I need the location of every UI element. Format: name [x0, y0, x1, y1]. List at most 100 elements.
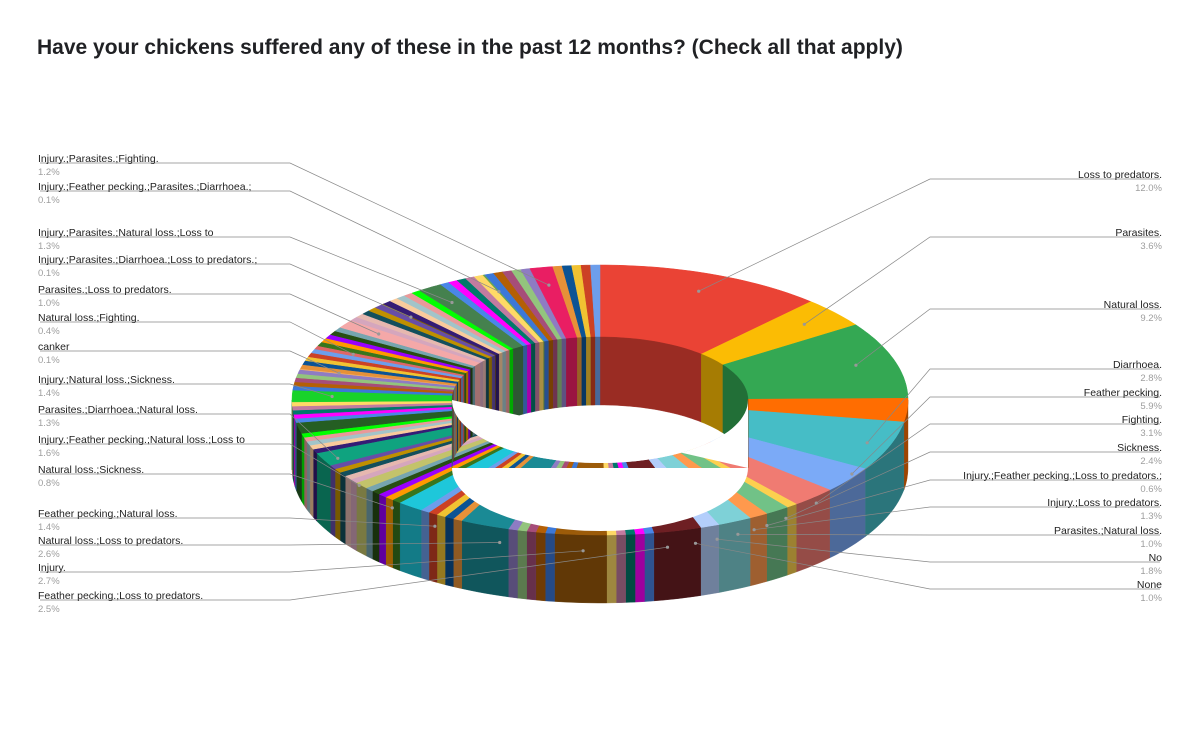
- legend-percent: 1.0%: [1140, 593, 1162, 604]
- slice-inner-wall: [586, 336, 592, 406]
- slice-side: [301, 432, 305, 507]
- leader-dot: [450, 300, 454, 305]
- leader-line: [816, 423, 1160, 504]
- legend-label: Injury.;Natural loss.;Sickness.: [38, 374, 175, 386]
- legend-percent: 1.3%: [38, 241, 60, 252]
- legend-percent: 1.3%: [1140, 511, 1162, 522]
- leader-dot: [547, 283, 551, 287]
- slice-inner-wall: [548, 339, 554, 410]
- leader-line: [40, 263, 412, 318]
- legend-label: Feather pecking.: [1084, 387, 1162, 399]
- legend-percent: 1.3%: [38, 418, 60, 429]
- slice-inner-wall: [527, 343, 532, 414]
- legend-percent: 2.4%: [1140, 456, 1162, 467]
- legend-label: Sickness.: [1117, 442, 1162, 454]
- slice-inner-wall: [701, 353, 724, 434]
- leader-line: [40, 517, 435, 527]
- legend-percent: 1.4%: [38, 388, 60, 399]
- legend-label: Injury.;Parasites.;Natural loss.;Loss to: [38, 227, 214, 239]
- leader-line: [698, 178, 1160, 292]
- slice-side: [428, 512, 438, 583]
- leader-dot: [865, 441, 869, 445]
- slice-inner-wall: [502, 351, 507, 421]
- slice-side: [718, 517, 751, 593]
- leader-dot: [498, 540, 502, 545]
- slice-inner-wall: [513, 345, 524, 418]
- slice-side: [644, 532, 655, 602]
- legend-label: Injury.;Parasites.;Diarrhoea.;Loss to pr…: [38, 254, 257, 266]
- leader-line: [40, 162, 550, 286]
- slice-side: [453, 518, 462, 589]
- legend-percent: 0.6%: [1140, 484, 1162, 495]
- slice-inner-wall: [535, 342, 540, 412]
- leader-dot: [351, 352, 355, 356]
- slice-side: [653, 527, 701, 602]
- legend-label: Natural loss.;Sickness.: [38, 464, 144, 476]
- slice-side: [606, 534, 617, 604]
- legend-percent: 12.0%: [1135, 183, 1162, 194]
- leader-line: [766, 479, 1160, 526]
- legend-label: Loss to predators.: [1078, 169, 1162, 181]
- slice-side: [700, 524, 719, 596]
- slice-inner-wall: [531, 343, 536, 413]
- slice-inner-wall: [539, 341, 544, 411]
- legend-label: Diarrhoea.: [1113, 359, 1162, 371]
- leader-dot: [665, 545, 670, 549]
- slice-side: [625, 533, 636, 603]
- slice-side: [554, 533, 607, 604]
- slice-side: [296, 422, 302, 503]
- leader-dot: [337, 371, 341, 375]
- leader-dot: [390, 506, 394, 510]
- leader-line: [40, 321, 354, 355]
- slice-inner-wall: [553, 339, 558, 409]
- donut-hole-floor: [452, 400, 748, 531]
- slice-inner-wall: [577, 337, 582, 406]
- legend-percent: 0.1%: [38, 268, 60, 279]
- slice-inner-wall: [557, 338, 563, 408]
- slice-inner-wall: [505, 349, 510, 420]
- slice-inner-wall: [561, 338, 567, 408]
- chart-title: Have your chickens suffered any of these…: [37, 36, 903, 59]
- legend-percent: 2.5%: [38, 604, 60, 615]
- leader-dot: [497, 290, 501, 294]
- legend-percent: 0.1%: [38, 355, 60, 366]
- legend-percent: 0.8%: [38, 478, 60, 489]
- legend-label: Natural loss.: [1104, 299, 1162, 311]
- leader-dot: [336, 456, 340, 460]
- slice-inner-wall: [595, 336, 601, 406]
- leader-line: [737, 533, 1160, 536]
- legend-label: Feather pecking.;Loss to predators.: [38, 590, 203, 602]
- legend-percent: 1.4%: [38, 522, 60, 533]
- leader-line: [40, 550, 584, 573]
- leader-line: [40, 546, 668, 601]
- legend-label: Fighting.: [1122, 414, 1162, 426]
- legend-percent: 3.6%: [1140, 241, 1162, 252]
- legend-label: Parasites.;Diarrhoea.;Natural loss.: [38, 404, 198, 416]
- slice-side: [421, 509, 430, 581]
- leader-dot: [784, 516, 788, 520]
- legend-percent: 3.1%: [1140, 428, 1162, 439]
- slice-inner-wall: [566, 337, 578, 407]
- legend-label: Parasites.;Natural loss.: [1054, 525, 1162, 537]
- leader-line: [40, 443, 360, 486]
- leader-dot: [693, 541, 698, 545]
- legend-label: Injury.;Loss to predators.: [1047, 497, 1162, 509]
- slice-side: [766, 506, 788, 582]
- slice-side: [436, 514, 446, 585]
- legend-label: Natural loss.;Loss to predators.: [38, 535, 183, 547]
- leader-dot: [357, 483, 361, 487]
- leader-dot: [854, 363, 858, 367]
- legend-label: Parasites.: [1115, 227, 1162, 239]
- leader-dot: [736, 532, 740, 536]
- legend-percent: 2.7%: [38, 576, 60, 587]
- legend-percent: 1.8%: [1140, 566, 1162, 577]
- leader-dot: [697, 289, 701, 293]
- slice-side: [330, 464, 336, 538]
- leader-line: [851, 396, 1160, 475]
- leader-line: [40, 383, 333, 397]
- slice-inner-wall: [590, 336, 596, 406]
- leader-dot: [765, 523, 769, 528]
- leader-line: [866, 368, 1160, 444]
- leader-line: [804, 236, 1160, 325]
- slice-side: [303, 436, 307, 511]
